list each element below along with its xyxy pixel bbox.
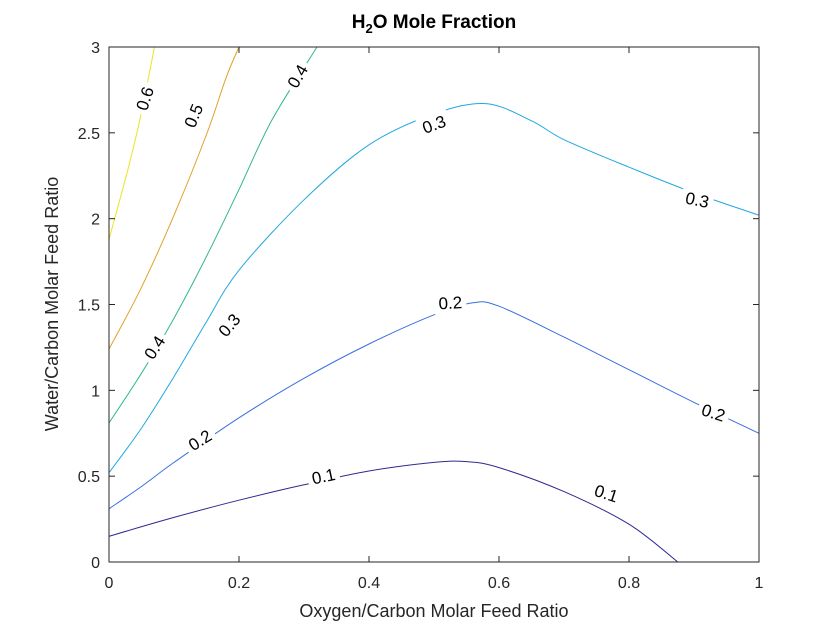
contour-label-gap [433,290,467,315]
y-tick-label: 3 [91,40,100,57]
contour-label-gap [279,56,316,96]
y-tick-label: 0 [91,555,100,572]
x-tick-label: 0 [105,575,114,592]
contour-label-0.2: 0.2 [694,397,733,429]
contour-label-gap [129,79,161,118]
x-axis-ticks: 0 0.2 0.4 0.6 0.8 1 [105,47,764,592]
chart-title: H2O Mole Fraction [352,12,517,36]
contour-label-0.1: 0.1 [305,462,342,491]
contour-label-gap [136,327,173,367]
y-tick-label: 0.5 [78,469,100,486]
contour-label-gap [210,305,249,345]
contour-label-0.1: 0.1 [587,477,625,509]
contour-line-0.4 [108,46,318,424]
x-axis-label: Oxygen/Carbon Molar Feed Ratio [299,601,568,621]
contour-label-text: 0.3 [684,189,711,212]
contour-line-0.2 [108,301,760,510]
y-tick-label: 2 [91,212,100,229]
contour-line-0.3 [108,102,760,473]
contour-label-gap [415,108,453,141]
x-tick-label: 0.2 [228,575,250,592]
x-tick-label: 1 [755,575,764,592]
x-tick-label: 0.8 [618,575,640,592]
contour-label-0.3: 0.3 [679,185,716,214]
contour-label-0.3: 0.3 [415,108,453,141]
contour-line-0.5 [108,46,240,350]
contour-label-text: 0.2 [438,293,463,313]
contour-label-0.5: 0.5 [177,96,210,135]
y-axis-label: Water/Carbon Molar Feed Ratio [42,177,62,431]
y-axis-ticks: 0 0.5 1 1.5 2 2.5 3 [78,40,759,572]
contour-line-0.6 [108,46,155,240]
contour-label-0.2: 0.2 [433,290,467,315]
y-tick-label: 2.5 [78,126,100,143]
contour-label-text: 0.1 [310,465,337,488]
contour-label-gap [587,477,625,509]
contour-label-gap [679,185,716,214]
contour-lines [108,46,760,563]
y-tick-label: 1.5 [78,298,100,315]
y-tick-label: 1 [91,383,100,400]
contour-label-gap [177,96,210,135]
contour-label-gap [305,462,342,491]
x-tick-label: 0.4 [358,575,380,592]
contour-line-0.1 [108,460,679,563]
contour-label-gap [180,422,220,458]
contour-label-gap [694,397,733,429]
x-tick-label: 0.6 [488,575,510,592]
contour-labels: 0.10.10.20.20.20.30.30.30.40.40.50.6 [129,56,733,509]
